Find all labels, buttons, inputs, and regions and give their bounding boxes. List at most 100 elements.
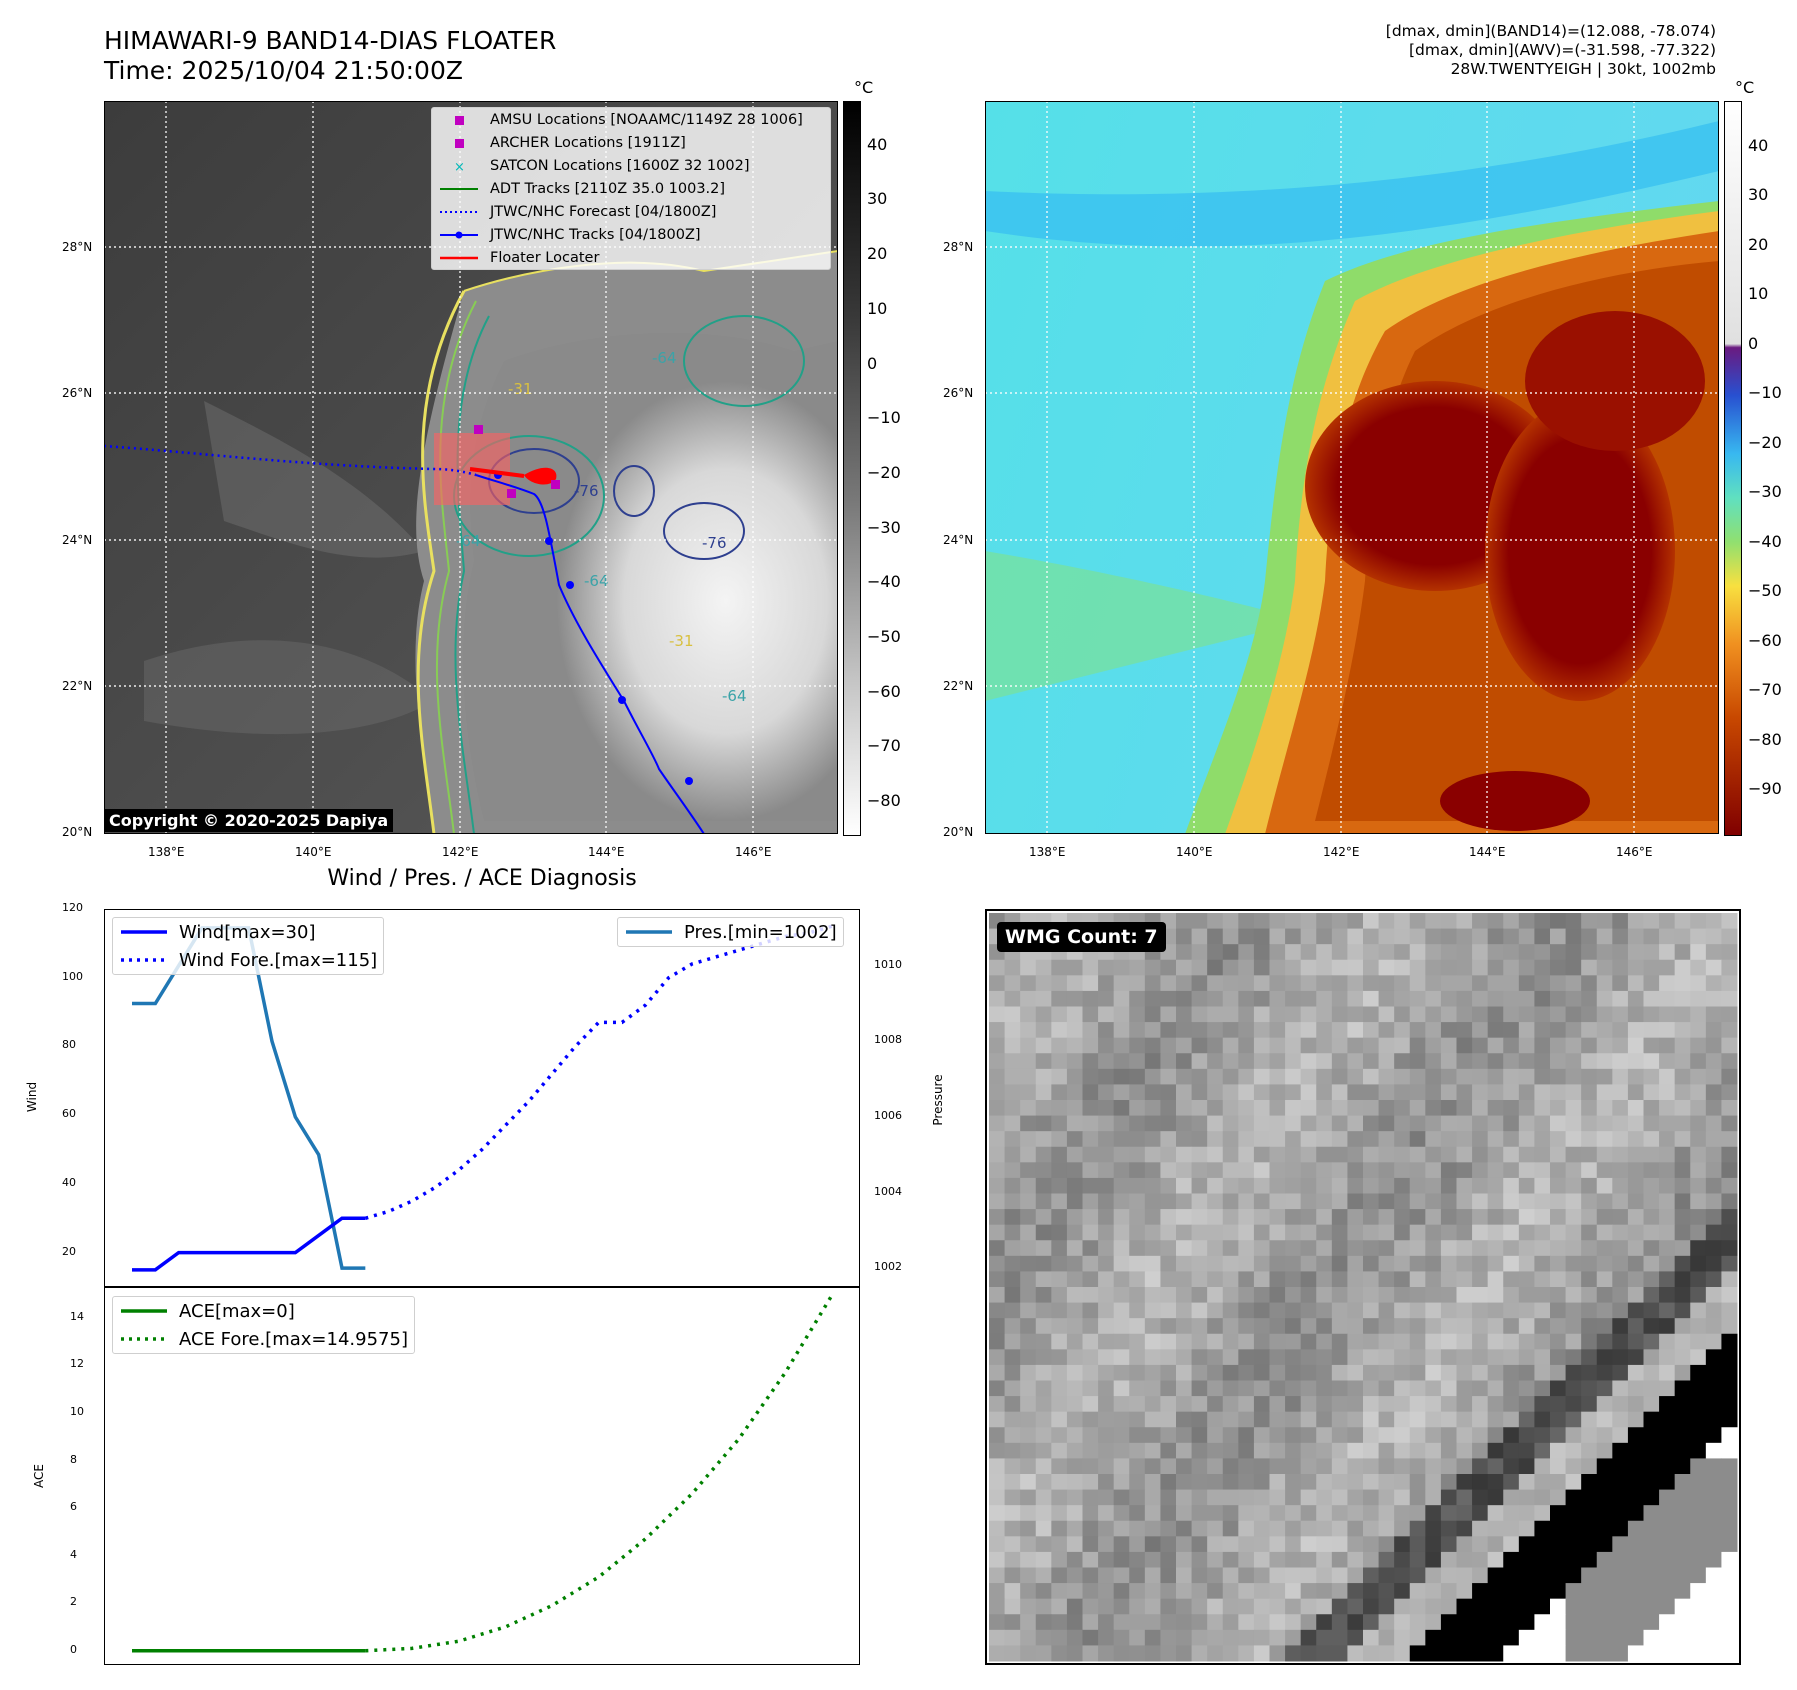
wmg-pixel xyxy=(1674,1240,1691,1257)
wmg-pixel xyxy=(1285,1053,1302,1070)
wmg-pixel xyxy=(1534,1598,1551,1615)
wmg-pixel xyxy=(1425,1006,1442,1023)
wmg-pixel xyxy=(1425,1037,1442,1054)
wmg-pixel xyxy=(1674,1489,1691,1506)
wmg-pixel xyxy=(1363,1302,1380,1319)
wmg-pixel xyxy=(1378,1458,1395,1475)
wmg-pixel xyxy=(1269,1520,1286,1537)
wmg-pixel xyxy=(1409,1022,1426,1039)
wmg-pixel xyxy=(1191,1427,1208,1444)
wmg-pixel xyxy=(1066,1380,1083,1397)
wmg-pixel xyxy=(1269,1084,1286,1101)
wmg-pixel xyxy=(1285,913,1302,930)
wmg-pixel xyxy=(1316,913,1333,930)
wmg-pixel xyxy=(1285,1162,1302,1179)
chart-time: Time: 2025/10/04 21:50:00Z xyxy=(104,56,463,85)
wmg-pixel xyxy=(1518,1536,1535,1553)
wmg-pixel xyxy=(1113,1177,1130,1194)
wmg-pixel xyxy=(1503,1146,1520,1163)
lat-label: 22°N xyxy=(943,679,974,693)
wmg-pixel xyxy=(1550,1115,1567,1132)
wmg-pixel xyxy=(1331,1536,1348,1553)
wmg-pixel xyxy=(1035,1333,1052,1350)
wmg-pixel xyxy=(1643,1115,1660,1132)
wmg-pixel xyxy=(1690,1318,1707,1335)
wmg-pixel xyxy=(1627,1427,1644,1444)
wmg-pixel xyxy=(1674,1115,1691,1132)
wmg-pixel xyxy=(1534,1333,1551,1350)
wmg-pixel xyxy=(1440,1349,1457,1366)
wmg-pixel xyxy=(1238,1209,1255,1226)
wmg-pixel xyxy=(1596,1333,1613,1350)
wmg-pixel xyxy=(1222,1349,1239,1366)
wmg-pixel xyxy=(1191,1598,1208,1615)
wmg-pixel xyxy=(1705,1349,1722,1366)
wmg-pixel xyxy=(1238,990,1255,1007)
wmg-pixel xyxy=(1176,1364,1193,1381)
wmg-pixel xyxy=(1378,1567,1395,1584)
wmg-pixel xyxy=(1487,1100,1504,1117)
wmg-pixel xyxy=(1004,1396,1021,1413)
wmg-pixel xyxy=(1612,1068,1629,1085)
lon-label: 138°E xyxy=(148,845,185,859)
wmg-pixel xyxy=(1300,944,1317,961)
wmg-pixel xyxy=(1144,1146,1161,1163)
wmg-pixel xyxy=(1612,1427,1629,1444)
wmg-pixel xyxy=(1612,1209,1629,1226)
wmg-pixel xyxy=(1207,1271,1224,1288)
wmg-pixel xyxy=(1098,1458,1115,1475)
wmg-pixel xyxy=(1191,928,1208,945)
wmg-pixel xyxy=(1550,1271,1567,1288)
wmg-pixel xyxy=(1472,1364,1489,1381)
info-storm: 28W.TWENTYEIGH | 30kt, 1002mb xyxy=(1450,60,1716,78)
wmg-pixel xyxy=(1643,1598,1660,1615)
wmg-pixel xyxy=(1316,1068,1333,1085)
wmg-pixel xyxy=(1253,990,1270,1007)
wmg-pixel xyxy=(1285,1364,1302,1381)
wmg-pixel xyxy=(1082,1380,1099,1397)
wmg-pixel xyxy=(1098,1364,1115,1381)
wmg-pixel xyxy=(989,1084,1006,1101)
wmg-pixel xyxy=(1721,1271,1738,1288)
wmg-pixel xyxy=(1659,1427,1676,1444)
wmg-pixel xyxy=(1020,1458,1037,1475)
wmg-pixel xyxy=(1409,1396,1426,1413)
wmg-pixel xyxy=(1394,1162,1411,1179)
wmg-pixel xyxy=(1674,944,1691,961)
wmg-pixel xyxy=(1581,1224,1598,1241)
wmg-pixel xyxy=(1269,1411,1286,1428)
wmg-pixel xyxy=(1550,1224,1567,1241)
wmg-pixel xyxy=(1378,928,1395,945)
wmg-pixel xyxy=(1035,1474,1052,1491)
wmg-pixel xyxy=(1051,1411,1068,1428)
wmg-pixel xyxy=(1659,1131,1676,1148)
wmg-pixel xyxy=(1440,1520,1457,1537)
wmg-pixel xyxy=(1721,1146,1738,1163)
wmg-pixel xyxy=(1363,1115,1380,1132)
wmg-pixel xyxy=(1503,1505,1520,1522)
wmg-pixel xyxy=(1316,1442,1333,1459)
wmg-pixel xyxy=(1269,1629,1286,1646)
wmg-pixel xyxy=(1518,1411,1535,1428)
wmg-pixel xyxy=(1035,1068,1052,1085)
wmg-pixel xyxy=(1191,1396,1208,1413)
wmg-pixel xyxy=(1160,1567,1177,1584)
wmg-pixel xyxy=(1082,1053,1099,1070)
wmg-pixel xyxy=(1690,1551,1707,1568)
wmg-pixel xyxy=(1316,928,1333,945)
wmg-pixel xyxy=(1674,1629,1691,1646)
wmg-pixel xyxy=(1238,1427,1255,1444)
wmg-pixel xyxy=(1035,1318,1052,1335)
wmg-pixel xyxy=(1487,1271,1504,1288)
wmg-pixel xyxy=(1035,1364,1052,1381)
wmg-pixel xyxy=(1705,1614,1722,1631)
wmg-pixel xyxy=(1191,1458,1208,1475)
wmg-pixel xyxy=(1612,1100,1629,1117)
wmg-pixel xyxy=(1581,1053,1598,1070)
wmg-pixel xyxy=(1690,1068,1707,1085)
wmg-pixel xyxy=(1113,1364,1130,1381)
wmg-pixel xyxy=(1316,1224,1333,1241)
wmg-pixel xyxy=(1191,913,1208,930)
wmg-pixel xyxy=(1659,1349,1676,1366)
wmg-pixel xyxy=(1098,1209,1115,1226)
